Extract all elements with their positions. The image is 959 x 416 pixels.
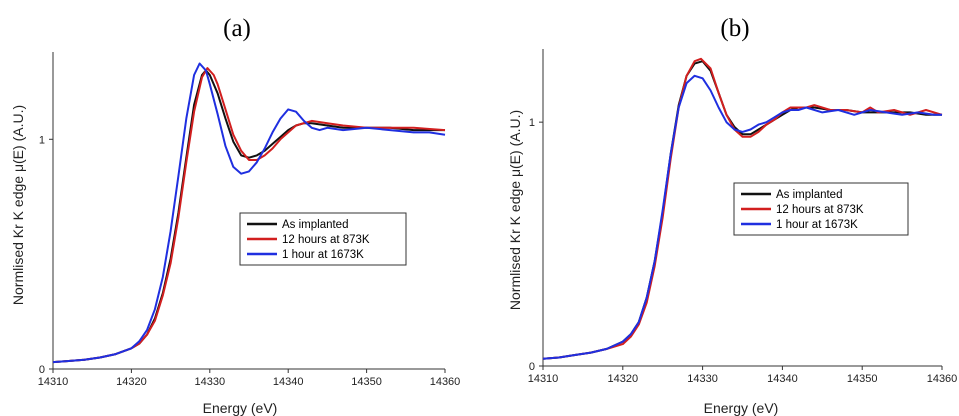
panel-b-label: (b): [720, 15, 749, 42]
panel-b-y-axis-title: Normlised Kr K edge μ(E) (A.U.): [507, 110, 523, 310]
panel-b-y-tick-label: 0: [529, 361, 535, 373]
panel-a-x-tick-label: 14320: [116, 376, 147, 388]
panel-b-x-tick-label: 14350: [847, 373, 878, 385]
panel-b-x-tick-label: 14310: [528, 373, 559, 385]
panel-b-x-tick-label: 14330: [687, 373, 718, 385]
panel-a-x-tick-label: 14350: [351, 376, 382, 388]
panel-b-x-tick-label: 14360: [927, 373, 958, 385]
panel-a-x-tick-label: 14330: [195, 376, 226, 388]
panel-a-legend-label: As implanted: [282, 219, 348, 231]
panel-a-legend-label: 1 hour at 1673K: [282, 249, 364, 261]
panel-a-x-axis-title: Energy (eV): [203, 400, 278, 416]
panel-a-y-tick-label: 0: [39, 364, 45, 376]
panel-a-legend: As implanted 12 hours at 873K 1 hour at 16…: [239, 212, 407, 266]
panel-b-x-tick-label: 14340: [767, 373, 798, 385]
panel-b-x-axis-title: Energy (eV): [704, 400, 779, 416]
panel-a-series-line-1: [52, 67, 446, 364]
panel-a-x-tick-label: 14360: [430, 376, 461, 388]
panel-b-chart: (b) Energy (eV) Normlised Kr K edge μ(E)…: [507, 15, 957, 416]
panel-b-x-tick-label: 14320: [608, 373, 639, 385]
panel-a-chart: (a) Energy (eV) Normlised Kr K edge μ(E)…: [10, 15, 460, 416]
panel-b-legend-label: As implanted: [776, 189, 842, 201]
panel-b-y-tick-label: 1: [529, 117, 535, 129]
panel-a-x-tick-label: 14310: [38, 376, 69, 388]
panel-a-series-line-2: [52, 62, 446, 364]
panel-b-legend-label: 12 hours at 873K: [776, 204, 864, 216]
panel-b-legend: As implanted 12 hours at 873K 1 hour at 16…: [733, 182, 909, 236]
panel-a-legend-label: 12 hours at 873K: [282, 234, 370, 246]
panel-a-label: (a): [223, 15, 251, 42]
panel-a-y-axis-title: Normlised Kr K edge μ(E) (A.U.): [10, 105, 26, 305]
panel-b-legend-label: 1 hour at 1673K: [776, 219, 858, 231]
panel-a-y-tick-label: 1: [39, 134, 45, 146]
panel-a-x-tick-label: 14340: [273, 376, 304, 388]
panel-b-series-line-2: [542, 74, 942, 360]
